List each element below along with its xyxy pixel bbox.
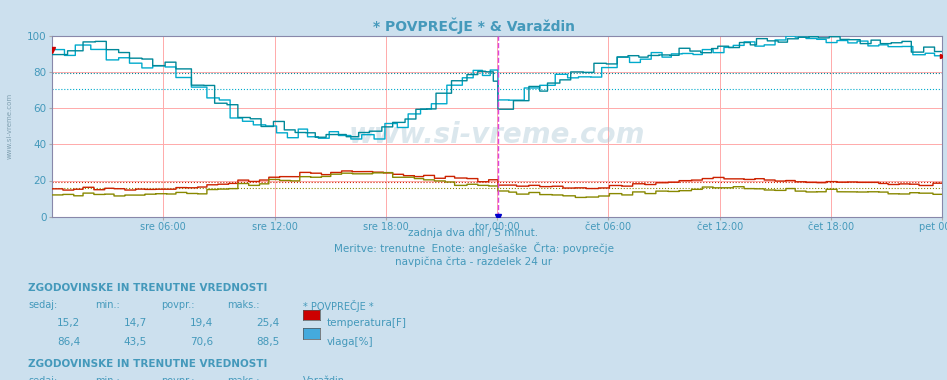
Text: 43,5: 43,5 (123, 337, 147, 347)
Text: zadnja dva dni / 5 minut.: zadnja dva dni / 5 minut. (408, 228, 539, 238)
Text: navpična črta - razdelek 24 ur: navpična črta - razdelek 24 ur (395, 257, 552, 268)
Text: ZGODOVINSKE IN TRENUTNE VREDNOSTI: ZGODOVINSKE IN TRENUTNE VREDNOSTI (28, 359, 268, 369)
Text: Varaždin: Varaždin (303, 376, 345, 380)
Text: temperatura[F]: temperatura[F] (327, 318, 406, 328)
Text: maks.:: maks.: (227, 300, 259, 310)
Text: www.si-vreme.com: www.si-vreme.com (7, 93, 12, 160)
Text: 14,7: 14,7 (123, 318, 147, 328)
Text: 19,4: 19,4 (189, 318, 213, 328)
Text: vlaga[%]: vlaga[%] (327, 337, 373, 347)
Text: ZGODOVINSKE IN TRENUTNE VREDNOSTI: ZGODOVINSKE IN TRENUTNE VREDNOSTI (28, 283, 268, 293)
Text: * POVPREČJE * & Varaždin: * POVPREČJE * & Varaždin (372, 17, 575, 33)
Text: min.:: min.: (95, 300, 119, 310)
Text: povpr.:: povpr.: (161, 376, 194, 380)
Text: Meritve: trenutne  Enote: anglešaške  Črta: povprečje: Meritve: trenutne Enote: anglešaške Črta… (333, 242, 614, 255)
Text: 70,6: 70,6 (190, 337, 213, 347)
Text: www.si-vreme.com: www.si-vreme.com (348, 121, 646, 149)
Text: 25,4: 25,4 (256, 318, 279, 328)
Text: 15,2: 15,2 (57, 318, 80, 328)
Text: min.:: min.: (95, 376, 119, 380)
Text: povpr.:: povpr.: (161, 300, 194, 310)
Text: sedaj:: sedaj: (28, 300, 58, 310)
Text: 86,4: 86,4 (57, 337, 80, 347)
Text: sedaj:: sedaj: (28, 376, 58, 380)
Text: 88,5: 88,5 (256, 337, 279, 347)
Text: maks.:: maks.: (227, 376, 259, 380)
Text: * POVPREČJE *: * POVPREČJE * (303, 300, 374, 312)
